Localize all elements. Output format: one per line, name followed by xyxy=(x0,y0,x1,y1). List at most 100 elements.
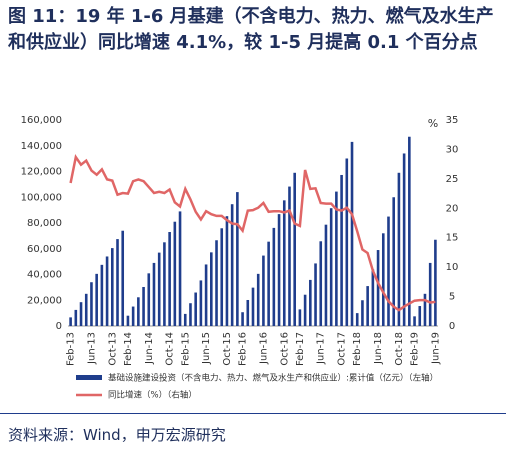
bar xyxy=(277,214,281,326)
bar xyxy=(309,279,312,326)
chart: % 0 20,000 40,000 60,000 80,000 100,000 120,00… xyxy=(21,115,459,401)
bar xyxy=(199,280,203,326)
bar xyxy=(157,252,161,326)
y2-tick-label: 30 xyxy=(446,144,459,155)
bar xyxy=(423,293,427,326)
y2-tick-label: 15 xyxy=(446,233,459,244)
bar xyxy=(335,191,338,326)
bar xyxy=(402,153,406,326)
bar xyxy=(79,302,83,326)
bar xyxy=(246,299,250,326)
bar xyxy=(329,208,333,326)
x-tick-label: Jun-14 xyxy=(144,332,155,365)
x-tick-label: Feb-17 xyxy=(295,332,306,366)
bar xyxy=(256,273,260,326)
bar xyxy=(69,317,72,326)
bar xyxy=(361,300,364,326)
line xyxy=(69,153,436,312)
y-tick-label: 60,000 xyxy=(27,244,62,255)
y-tick-label: 160,000 xyxy=(21,115,62,126)
bar xyxy=(262,255,265,326)
x-tick-label: Oct-14 xyxy=(165,332,176,366)
x-tick-label: Jun-13 xyxy=(86,332,97,365)
bar xyxy=(110,248,114,326)
bar xyxy=(371,269,375,326)
source: 资料来源：Wind，申万宏源研究 xyxy=(8,426,226,444)
bar xyxy=(152,262,156,326)
bar xyxy=(282,200,286,326)
bar xyxy=(183,313,187,326)
bar xyxy=(267,241,270,326)
bar xyxy=(392,197,396,326)
bar xyxy=(230,204,234,326)
y2-tick-label: 5 xyxy=(449,292,455,303)
bar xyxy=(147,273,151,326)
y2-axis-label: % xyxy=(428,117,438,130)
bar xyxy=(121,230,125,326)
bar xyxy=(131,306,135,326)
bar xyxy=(210,252,213,326)
bar xyxy=(376,250,380,326)
bar xyxy=(366,286,369,326)
bar xyxy=(350,141,354,326)
y2-tick-label: 20 xyxy=(446,203,459,214)
bar xyxy=(142,286,145,326)
bar xyxy=(434,239,437,326)
divider xyxy=(0,413,506,414)
bar xyxy=(116,239,119,326)
x-tick-label: Feb-15 xyxy=(180,332,191,366)
bar xyxy=(251,287,255,326)
y-tick-label: 140,000 xyxy=(21,141,62,152)
bar xyxy=(105,256,109,326)
x-tick-label: Feb-13 xyxy=(66,332,77,366)
y2-tick-label: 35 xyxy=(446,115,459,126)
bar xyxy=(272,227,276,326)
bar xyxy=(95,273,98,326)
y-tick-label: 20,000 xyxy=(27,295,62,306)
bar xyxy=(418,306,422,326)
legend-swatch xyxy=(76,375,102,380)
bar xyxy=(324,224,328,326)
bar xyxy=(84,293,88,326)
bar xyxy=(241,312,244,326)
x-tick-label: Oct-16 xyxy=(279,332,290,366)
bar xyxy=(168,232,171,326)
bar xyxy=(381,233,385,326)
bar xyxy=(220,228,224,326)
bar xyxy=(428,262,432,326)
bar xyxy=(74,309,78,326)
x-tick-label: Jun-16 xyxy=(258,332,269,365)
legend-label: 同比增速（%）（右轴） xyxy=(108,390,197,401)
bar xyxy=(126,315,130,326)
bar xyxy=(314,263,317,326)
bar xyxy=(387,216,390,326)
x-tick-label: Jun-15 xyxy=(201,332,212,365)
y-tick-label: 40,000 xyxy=(27,270,62,281)
bar xyxy=(204,264,208,326)
bar xyxy=(163,242,166,326)
bar xyxy=(236,192,239,326)
bar xyxy=(215,240,218,326)
bar xyxy=(340,174,343,326)
bar xyxy=(397,172,401,326)
bar xyxy=(100,264,104,326)
bar xyxy=(189,303,192,326)
y2-tick-label: 0 xyxy=(449,321,455,332)
bar xyxy=(293,172,296,326)
x-tick-label: Jun-19 xyxy=(430,332,441,365)
x-tick-label: Feb-16 xyxy=(238,332,249,366)
chart-title: 图 11：19 年 1-6 月基建（不含电力、热力、燃气及水生产和供应业）同比增… xyxy=(8,6,494,53)
bar xyxy=(225,216,229,326)
bar xyxy=(345,158,349,326)
bar xyxy=(178,211,182,326)
x-tick-label: Oct-13 xyxy=(107,332,118,366)
bar xyxy=(194,292,197,326)
legend-label: 基础设施建设投资（不含电力、热力、燃气及水生产和供应业）:累计值（亿元）（左轴） xyxy=(108,373,438,384)
bar xyxy=(90,282,93,326)
x-tick-label: Feb-18 xyxy=(352,332,363,366)
x-tick-label: Oct-18 xyxy=(394,332,405,366)
bar xyxy=(137,297,140,326)
y-tick-label: 80,000 xyxy=(27,218,62,229)
y-tick-label: 120,000 xyxy=(21,167,62,178)
